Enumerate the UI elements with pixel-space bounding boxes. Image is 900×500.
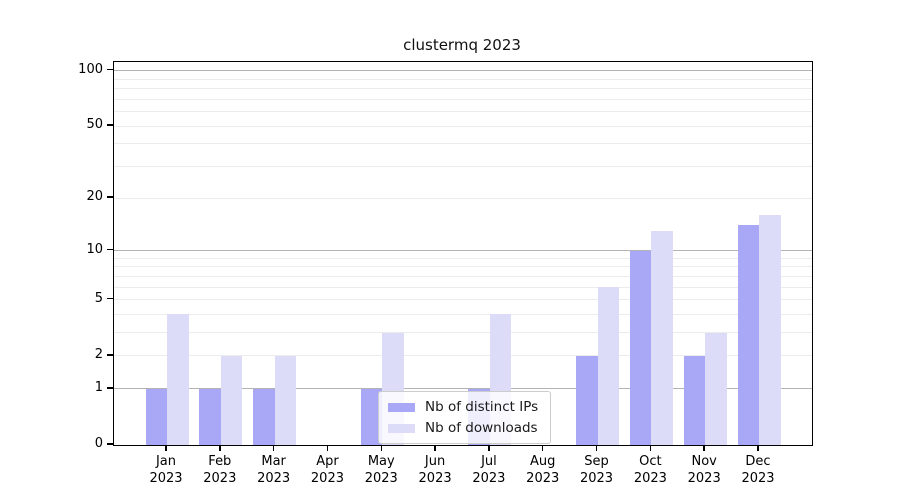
y-tick-mark [107, 124, 113, 126]
x-tick-mark [541, 445, 544, 451]
major-gridline [114, 70, 812, 72]
bar-distinct-ips-may [360, 388, 383, 445]
x-tick-label: May 2023 [364, 454, 398, 486]
x-tick-label: Feb 2023 [203, 454, 237, 486]
minor-gridline [114, 332, 812, 334]
bar-distinct-ips-oct [629, 250, 652, 445]
bar-distinct-ips-nov [683, 355, 706, 445]
bar-downloads-oct [651, 230, 673, 445]
x-tick-mark [219, 445, 221, 451]
x-tick-mark [272, 445, 275, 451]
y-tick-mark [107, 297, 113, 300]
x-tick-mark [380, 445, 383, 451]
y-tick-mark [107, 248, 113, 251]
x-tick-label: Mar 2023 [257, 454, 291, 486]
minor-gridline [114, 299, 812, 301]
y-tick-label: 20 [86, 189, 103, 205]
x-tick-mark [434, 445, 436, 451]
y-tick-mark [107, 387, 113, 389]
minor-gridline [114, 266, 812, 268]
x-tick-label: Apr 2023 [310, 454, 344, 486]
minor-gridline [114, 313, 812, 315]
y-tick-label: 1 [94, 379, 103, 395]
legend-label-downloads: Nb of downloads [425, 420, 538, 436]
minor-gridline [114, 88, 812, 90]
minor-gridline [114, 197, 812, 199]
bar-distinct-ips-jan [145, 388, 167, 445]
y-tick-label: 5 [94, 290, 103, 306]
bar-downloads-nov [705, 332, 727, 445]
bar-downloads-jan [167, 314, 189, 445]
minor-gridline [114, 98, 812, 100]
legend-label-distinct-ips: Nb of distinct IPs [425, 399, 539, 415]
x-tick-label: Dec 2023 [741, 454, 775, 486]
minor-gridline [114, 275, 812, 277]
y-tick-label: 50 [86, 117, 103, 133]
x-tick-mark [488, 445, 490, 451]
plot-area: Nb of distinct IPs Nb of downloads [113, 61, 813, 446]
bar-distinct-ips-dec [737, 225, 759, 445]
bar-downloads-mar [274, 355, 297, 445]
minor-gridline [114, 125, 812, 127]
minor-gridline [114, 355, 812, 357]
bar-distinct-ips-mar [253, 388, 275, 445]
x-tick-mark [165, 445, 167, 451]
legend-item-downloads: Nb of downloads [388, 420, 538, 436]
x-tick-label: Oct 2023 [633, 454, 667, 486]
bar-downloads-feb [220, 355, 243, 445]
minor-gridline [114, 257, 812, 259]
bar-distinct-ips-sep [576, 355, 598, 445]
x-tick-label: Jul 2023 [472, 454, 506, 486]
minor-gridline [114, 78, 812, 80]
x-tick-mark [649, 445, 652, 451]
x-tick-label: Jun 2023 [418, 454, 452, 486]
y-tick-mark [107, 443, 113, 445]
y-tick-label: 100 [78, 61, 103, 77]
x-tick-mark [326, 445, 329, 451]
x-tick-label: Aug 2023 [526, 454, 560, 486]
y-tick-mark [107, 68, 113, 71]
chart-title: clustermq 2023 [403, 36, 521, 54]
minor-gridline [114, 111, 812, 113]
y-tick-mark [107, 196, 113, 198]
x-tick-label: Nov 2023 [687, 454, 721, 486]
minor-gridline [114, 286, 812, 288]
x-tick-label: Sep 2023 [579, 454, 614, 486]
legend: Nb of distinct IPs Nb of downloads [378, 391, 552, 444]
major-gridline [114, 250, 812, 252]
bar-downloads-sep [597, 287, 620, 445]
y-tick-mark [107, 354, 113, 356]
y-tick-label: 0 [94, 436, 103, 451]
y-tick-label: 2 [94, 346, 103, 362]
x-tick-mark [757, 445, 759, 451]
x-tick-mark [703, 445, 705, 451]
major-gridline [114, 388, 812, 390]
minor-gridline [114, 143, 812, 145]
y-tick-label: 10 [86, 241, 103, 257]
legend-swatch-distinct-ips [388, 402, 415, 412]
bar-distinct-ips-feb [199, 388, 221, 445]
legend-item-distinct-ips: Nb of distinct IPs [388, 399, 538, 415]
legend-swatch-downloads [388, 423, 415, 433]
minor-gridline [114, 166, 812, 168]
x-tick-label: Jan 2023 [149, 454, 183, 486]
x-tick-mark [595, 445, 598, 451]
bar-downloads-dec [759, 215, 781, 445]
